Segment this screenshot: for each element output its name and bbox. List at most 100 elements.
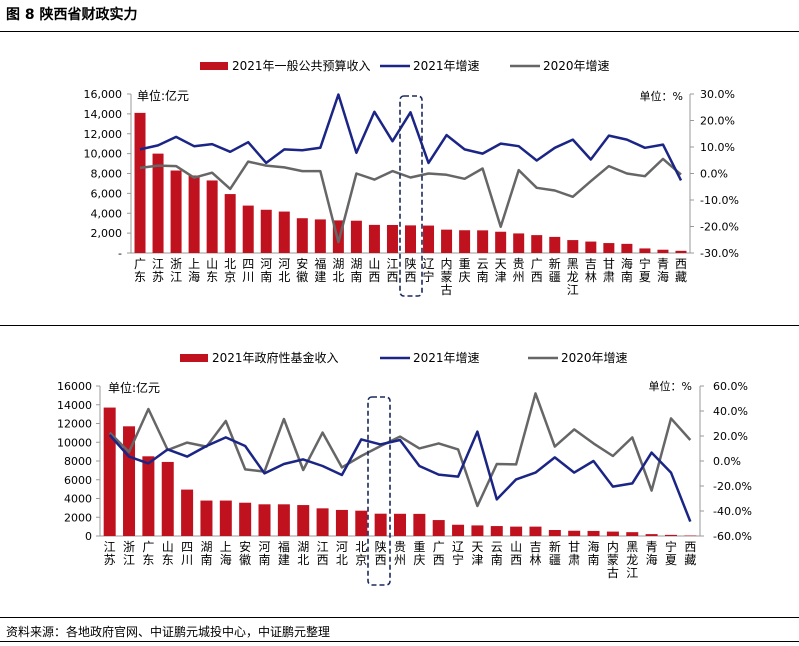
- category-char: 藏: [675, 270, 687, 284]
- bar-江西: [386, 224, 398, 253]
- bar-山东: [206, 180, 218, 253]
- category-label: 海南: [588, 539, 600, 567]
- category-char: 苏: [152, 270, 164, 284]
- category-char: 安: [239, 539, 251, 554]
- category-char: 西: [368, 270, 380, 284]
- line-2020-growth: [139, 157, 682, 244]
- category-label: 吉林: [585, 257, 597, 284]
- bar-陕西: [374, 513, 387, 536]
- bar-重庆: [459, 230, 471, 253]
- bar-广西: [531, 235, 543, 253]
- right-tick-label: 40.0%: [713, 405, 748, 418]
- bar-宁夏: [664, 534, 677, 536]
- category-label: 北京: [355, 540, 367, 567]
- category-char: 福: [314, 256, 326, 271]
- bar-宁夏: [639, 248, 651, 253]
- right-tick-label: -10.0%: [700, 194, 739, 207]
- category-char: 广: [433, 540, 445, 554]
- category-label: 西藏: [684, 540, 696, 567]
- category-char: 西: [531, 270, 543, 284]
- legend-swatch-bar: [180, 354, 208, 362]
- category-label: 黑龙江: [567, 257, 579, 297]
- bar-内蒙古: [441, 229, 453, 253]
- category-char: 宁: [639, 256, 651, 271]
- category-char: 四: [242, 257, 254, 271]
- category-label: 宁夏: [639, 256, 651, 284]
- category-label: 江西: [317, 540, 329, 567]
- category-label: 重庆: [413, 540, 425, 567]
- category-char: 上: [220, 540, 232, 554]
- category-char: 江: [104, 540, 116, 554]
- category-label: 山西: [368, 257, 380, 284]
- left-tick-label: 6000: [64, 474, 92, 487]
- bar-青海: [657, 249, 669, 253]
- bar-新疆: [549, 236, 561, 253]
- category-label: 湖北: [297, 539, 309, 567]
- left-tick-label: 16,000: [84, 88, 123, 101]
- category-char: 贵: [394, 540, 406, 554]
- category-char: 东: [206, 270, 218, 284]
- category-char: 吉: [585, 257, 597, 271]
- right-tick-label: -40.0%: [713, 505, 752, 518]
- bar-湖北: [332, 220, 344, 253]
- category-label: 内蒙古: [441, 257, 453, 297]
- category-char: 古: [607, 565, 619, 580]
- left-unit-label: 单位:亿元: [108, 380, 160, 395]
- category-char: 新: [549, 539, 561, 554]
- category-label: 吉林: [529, 540, 541, 567]
- category-label: 辽宁: [452, 540, 464, 567]
- category-char: 湖: [200, 539, 212, 554]
- bar-天津: [471, 525, 484, 536]
- category-char: 徽: [296, 269, 308, 284]
- bar-河南: [260, 209, 272, 253]
- category-label: 四川: [181, 540, 193, 567]
- left-tick-label: 4,000: [91, 207, 123, 220]
- category-char: 东: [162, 553, 174, 567]
- category-char: 福: [278, 539, 290, 554]
- category-char: 肃: [568, 553, 580, 567]
- right-tick-label: 0.0%: [713, 455, 741, 468]
- category-char: 江: [170, 270, 182, 284]
- legend-label-bar: 2021年政府性基金收入: [212, 350, 339, 365]
- category-char: 江: [626, 566, 638, 580]
- category-char: 北: [297, 553, 309, 567]
- bar-甘肃: [568, 530, 581, 536]
- category-char: 黑: [567, 257, 579, 271]
- bar-西藏: [675, 250, 687, 253]
- bar-天津: [495, 231, 507, 253]
- category-label: 山东: [162, 540, 174, 567]
- line-2021-growth: [139, 93, 683, 181]
- category-char: 江: [317, 540, 329, 554]
- category-char: 陕: [375, 539, 387, 554]
- legend: 2021年政府性基金收入 2021年增速 2020年增速: [180, 350, 628, 365]
- category-char: 肃: [603, 270, 615, 284]
- category-char: 辽: [452, 540, 464, 554]
- category-char: 津: [495, 270, 507, 284]
- category-char: 夏: [665, 553, 677, 567]
- category-char: 林: [585, 270, 597, 284]
- bar-吉林: [529, 526, 542, 536]
- category-label: 河北: [336, 540, 348, 567]
- bar-内蒙古: [606, 531, 619, 536]
- category-char: 内: [607, 540, 619, 554]
- category-label: 湖北: [332, 256, 344, 284]
- category-char: 山: [206, 257, 218, 271]
- category-label: 北京: [224, 257, 236, 284]
- bar-青海: [645, 534, 658, 536]
- category-char: 南: [477, 269, 489, 284]
- bar-湖南: [200, 500, 213, 536]
- category-char: 海: [188, 269, 200, 284]
- category-char: 龙: [626, 553, 638, 567]
- category-char: 州: [394, 553, 406, 567]
- category-char: 黑: [626, 540, 638, 554]
- category-char: 重: [413, 540, 425, 554]
- category-char: 南: [259, 552, 271, 567]
- category-char: 北: [332, 270, 344, 284]
- bar-辽宁: [423, 225, 435, 253]
- category-char: 京: [355, 553, 367, 567]
- category-char: 南: [350, 269, 362, 284]
- category-char: 海: [657, 269, 669, 284]
- divider-bottom: [0, 641, 799, 642]
- bar-广西: [432, 520, 445, 536]
